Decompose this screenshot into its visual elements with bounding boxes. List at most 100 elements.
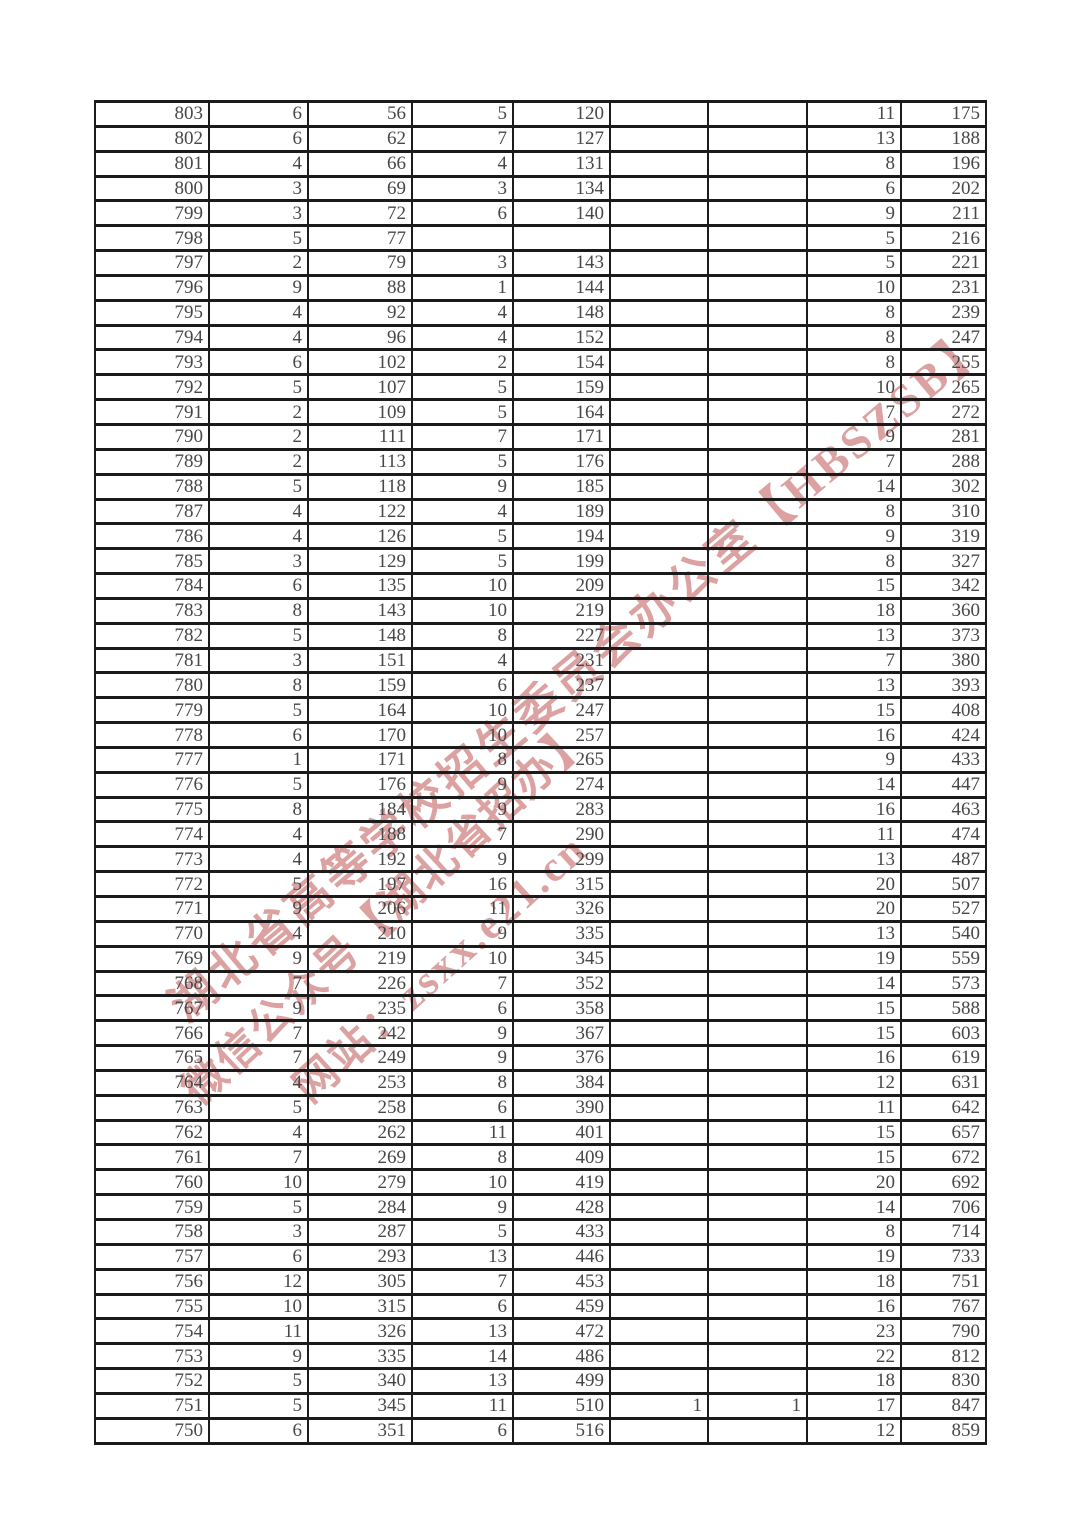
table-cell: 197 [307, 870, 413, 898]
table-row: 785 3 129 5 199 8 327 [94, 547, 987, 576]
table-cell: 19 [806, 1242, 902, 1271]
table-cell: 5 [806, 224, 902, 253]
table-cell: 5 [208, 621, 309, 650]
table-cell: 782 [94, 621, 210, 650]
table-row: 762 4 262 11 401 15 657 [94, 1118, 987, 1147]
table-cell: 315 [307, 1292, 413, 1321]
table-cell: 265 [512, 745, 611, 774]
table-cell [609, 1093, 709, 1122]
table-cell [707, 1044, 808, 1072]
table-cell: 759 [94, 1193, 210, 1221]
table-cell [609, 199, 709, 228]
table-cell: 424 [900, 721, 987, 749]
table-cell [707, 745, 808, 774]
table-cell: 11 [806, 820, 902, 849]
table-cell: 265 [900, 373, 987, 402]
table-cell: 257 [512, 721, 611, 749]
table-cell: 446 [512, 1242, 611, 1271]
table-row: 786 4 126 5 194 9 319 [94, 522, 987, 551]
table-cell: 20 [806, 1168, 902, 1197]
table-cell: 767 [94, 994, 210, 1023]
table-cell [609, 721, 709, 749]
table-cell: 13 [411, 1367, 514, 1395]
table-row: 769 9 219 10 345 19 559 [94, 944, 987, 973]
table-cell: 62 [307, 124, 413, 153]
table-cell: 7 [411, 124, 514, 153]
table-cell [609, 1068, 709, 1097]
table-cell: 486 [512, 1342, 611, 1371]
table-cell: 120 [512, 100, 611, 128]
table-cell [707, 1118, 808, 1147]
table-cell: 194 [512, 522, 611, 551]
table-row: 792 5 107 5 159 10 265 [94, 373, 987, 402]
table-cell: 795 [94, 298, 210, 327]
table-cell: 794 [94, 323, 210, 352]
table-cell: 253 [307, 1068, 413, 1097]
table-cell [707, 1367, 808, 1395]
table-cell: 6 [411, 199, 514, 228]
table-row: 764 4 253 8 384 12 631 [94, 1068, 987, 1097]
table-cell: 127 [512, 124, 611, 153]
table-cell: 780 [94, 671, 210, 700]
table-cell: 302 [900, 472, 987, 501]
table-cell [707, 1143, 808, 1172]
table-cell: 791 [94, 398, 210, 426]
table-cell [609, 522, 709, 551]
table-cell: 16 [806, 795, 902, 824]
table-cell: 11 [411, 1391, 514, 1420]
table-row: 799 3 72 6 140 9 211 [94, 199, 987, 228]
table-cell: 799 [94, 199, 210, 228]
table-cell: 345 [307, 1391, 413, 1420]
table-cell: 15 [806, 1118, 902, 1147]
table-cell: 706 [900, 1193, 987, 1221]
table-cell: 8 [806, 1217, 902, 1246]
table-cell: 131 [512, 149, 611, 178]
table-cell [707, 646, 808, 675]
table-cell: 188 [900, 124, 987, 153]
table-row: 771 9 206 11 326 20 527 [94, 895, 987, 923]
table-cell: 5 [208, 1367, 309, 1395]
table-row: 754 11 326 13 472 23 790 [94, 1317, 987, 1346]
table-cell: 11 [806, 100, 902, 128]
table-row: 802 6 62 7 127 13 188 [94, 124, 987, 153]
table-cell: 15 [806, 572, 902, 600]
table-cell [609, 1416, 709, 1445]
table-cell: 88 [307, 273, 413, 302]
table-cell: 148 [307, 621, 413, 650]
table-cell: 140 [512, 199, 611, 228]
table-row: 777 1 171 8 265 9 433 [94, 745, 987, 774]
table-cell: 657 [900, 1118, 987, 1147]
table-cell: 9 [411, 1193, 514, 1221]
table-cell: 342 [900, 572, 987, 600]
table-cell: 8 [806, 323, 902, 352]
table-cell: 9 [411, 919, 514, 948]
table-cell [707, 696, 808, 725]
table-cell [609, 273, 709, 302]
table-cell: 11 [208, 1317, 309, 1346]
table-cell: 11 [411, 895, 514, 923]
table-cell [609, 994, 709, 1023]
table-cell [609, 1342, 709, 1371]
table-cell [609, 671, 709, 700]
table-cell: 326 [307, 1317, 413, 1346]
table-cell: 6 [208, 100, 309, 128]
table-cell [609, 1019, 709, 1048]
table-cell: 9 [411, 845, 514, 874]
table-row: 768 7 226 7 352 14 573 [94, 969, 987, 998]
table-cell: 762 [94, 1118, 210, 1147]
table-cell [707, 1317, 808, 1346]
table-cell: 380 [900, 646, 987, 675]
table-cell: 9 [208, 944, 309, 973]
table-cell: 14 [806, 969, 902, 998]
table-cell: 8 [208, 596, 309, 625]
table-cell: 1 [707, 1391, 808, 1420]
table-cell: 755 [94, 1292, 210, 1321]
table-cell: 255 [900, 348, 987, 377]
table-cell: 209 [512, 572, 611, 600]
table-cell: 239 [900, 298, 987, 327]
table-cell [609, 422, 709, 451]
table-cell: 12 [806, 1068, 902, 1097]
table-cell: 7 [411, 422, 514, 451]
table-cell [707, 870, 808, 898]
table-cell: 340 [307, 1367, 413, 1395]
